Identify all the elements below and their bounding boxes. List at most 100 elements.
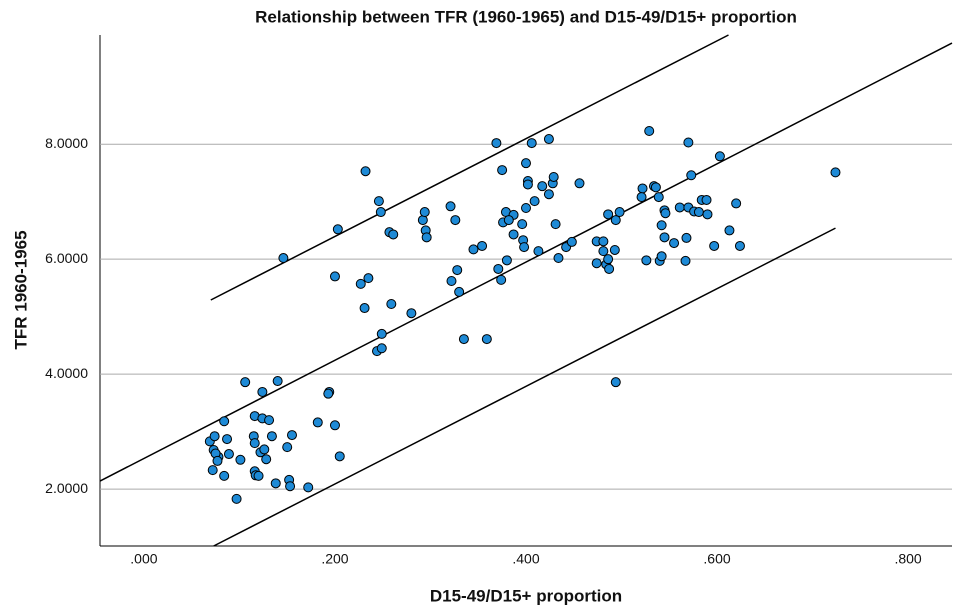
point [419, 207, 430, 218]
point [264, 415, 275, 426]
point [503, 215, 514, 226]
point [261, 454, 272, 465]
point [493, 263, 504, 274]
point [376, 328, 387, 339]
point [609, 244, 620, 255]
point [376, 343, 387, 354]
point [604, 263, 615, 274]
point [303, 482, 314, 493]
point [253, 470, 264, 481]
point [636, 192, 647, 203]
point [450, 215, 461, 226]
y-tick-label: 2.0000 [45, 480, 88, 496]
point [468, 244, 479, 255]
point [656, 251, 667, 262]
point [388, 229, 399, 240]
point [659, 232, 670, 243]
fit-line [210, 34, 729, 301]
point [830, 167, 841, 178]
point [610, 377, 621, 388]
point [491, 138, 502, 149]
point [219, 416, 230, 427]
point [259, 444, 270, 455]
point [669, 238, 680, 249]
point [680, 255, 691, 266]
point [517, 219, 528, 230]
point [257, 386, 268, 397]
point [481, 334, 492, 345]
point [644, 125, 655, 136]
x-axis-label: D15-49/D15+ proportion [430, 586, 622, 605]
point [454, 286, 465, 297]
point [537, 181, 548, 192]
point [496, 274, 507, 285]
point [417, 215, 428, 226]
point [714, 151, 725, 162]
x-tick-label: .400 [512, 551, 539, 567]
point [548, 171, 559, 182]
point [282, 442, 293, 453]
point [359, 303, 370, 314]
point [683, 137, 694, 148]
point [702, 209, 713, 220]
point [329, 271, 340, 282]
point [650, 182, 661, 193]
point [266, 431, 277, 442]
point [693, 207, 704, 218]
y-axis-label: TFR 1960-1965 [11, 230, 30, 349]
point [686, 170, 697, 181]
point [598, 236, 609, 247]
point [207, 465, 218, 476]
point [519, 242, 530, 253]
point [355, 278, 366, 289]
point [231, 493, 242, 504]
point [235, 454, 246, 465]
point [272, 376, 283, 387]
point [373, 196, 384, 207]
point [533, 246, 544, 257]
x-tick-label: .800 [894, 551, 921, 567]
point [222, 434, 233, 445]
point [656, 220, 667, 231]
fit-line [213, 227, 836, 547]
point [550, 219, 561, 230]
point [674, 202, 685, 213]
point [285, 481, 296, 492]
point [334, 451, 345, 462]
point [452, 265, 463, 276]
point [731, 198, 742, 209]
point [249, 438, 260, 449]
point [660, 208, 671, 219]
point [212, 455, 223, 466]
point [637, 183, 648, 194]
y-tick-label: 8.0000 [45, 135, 88, 151]
point [406, 308, 417, 319]
point [734, 240, 745, 251]
point [543, 189, 554, 200]
x-tick-label: .000 [130, 551, 157, 567]
point [323, 388, 334, 399]
point [363, 273, 374, 284]
point [603, 254, 614, 265]
point [653, 192, 664, 203]
point [312, 417, 323, 428]
point [574, 178, 585, 189]
point [286, 430, 297, 441]
point [278, 253, 289, 264]
point [543, 134, 554, 145]
point [270, 478, 281, 489]
x-tick-label: .200 [321, 551, 348, 567]
point [566, 236, 577, 247]
point [603, 209, 614, 220]
point [508, 229, 519, 240]
point [223, 449, 234, 460]
point [329, 420, 340, 431]
point [553, 253, 564, 264]
point [332, 224, 343, 235]
point [598, 246, 609, 257]
point [526, 138, 537, 149]
point [386, 299, 397, 310]
point [445, 201, 456, 212]
